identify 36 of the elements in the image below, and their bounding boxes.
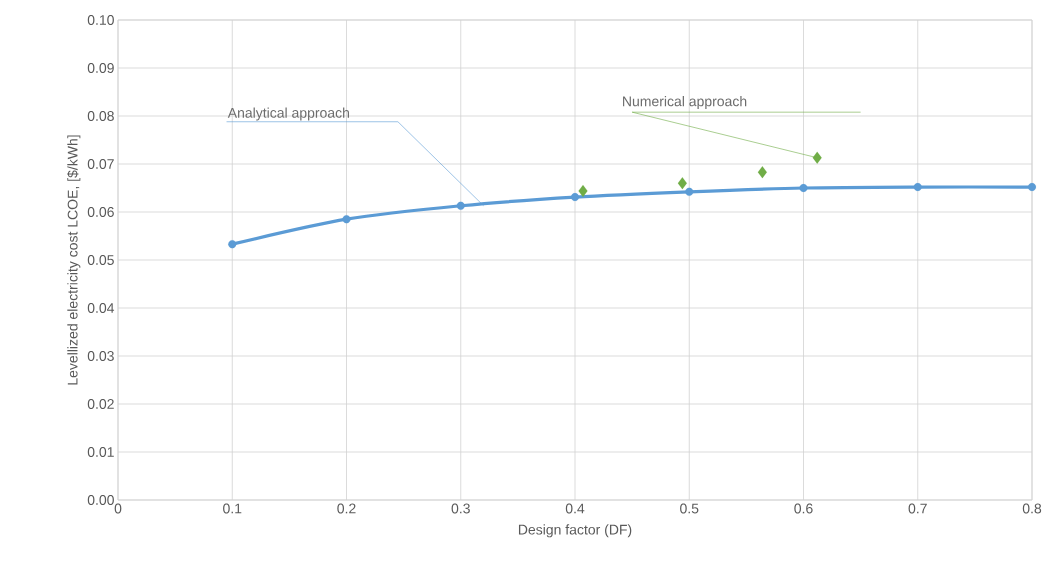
point <box>1027 182 1037 192</box>
point <box>456 201 465 210</box>
text: Analytical approach <box>227 107 349 121</box>
x-tick-label: 0.1 <box>223 503 242 514</box>
y-tick-label: 0.10 <box>87 15 114 25</box>
y-tick-label: 0.05 <box>87 255 114 265</box>
point <box>677 177 687 190</box>
y-tick-label: 0.06 <box>87 207 114 217</box>
x-tick-label: 0.7 <box>908 503 927 514</box>
x-tick-label: 0.3 <box>451 503 470 514</box>
y-tick-label: 0.09 <box>87 63 114 73</box>
x-tick-label: 0.6 <box>794 503 813 514</box>
point <box>812 151 822 164</box>
text: Numerical approach <box>623 95 747 110</box>
point <box>685 187 694 196</box>
y-axis-title: Levellized electricity cost LCOE, [$/kWh] <box>67 135 81 385</box>
y-tick-label: 0.04 <box>87 303 115 313</box>
point <box>757 166 767 179</box>
y-tick-label: 0.08 <box>87 111 114 121</box>
point <box>578 184 588 197</box>
point <box>570 193 580 202</box>
point <box>228 240 237 249</box>
x-tick-label: 0.4 <box>565 503 585 514</box>
x-tick-label: 0.8 <box>1022 503 1042 514</box>
y-tick-label: 0.02 <box>87 399 114 409</box>
x-tick-label: 0.2 <box>337 503 356 514</box>
y-tick-label: 0.03 <box>87 351 114 361</box>
x-tick-label: 0.5 <box>680 503 699 514</box>
x-axis-title: Design factor (DF) <box>518 524 632 538</box>
y-tick-label: 0.01 <box>87 447 114 457</box>
point <box>913 182 922 192</box>
point <box>799 183 808 193</box>
point <box>342 215 351 224</box>
y-tick-label: 0.07 <box>87 159 114 169</box>
x-tick-label: 0 <box>114 503 122 514</box>
y-tick-label: 0.00 <box>87 495 114 505</box>
